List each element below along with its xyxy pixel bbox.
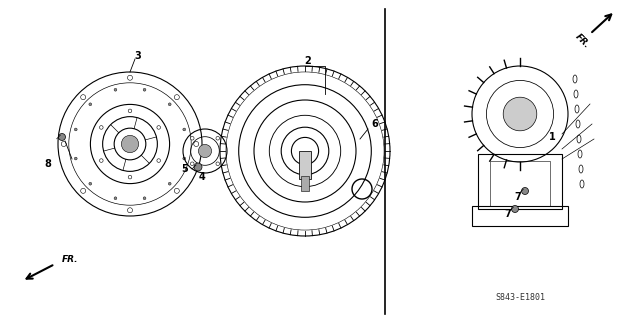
Text: 4: 4	[198, 172, 205, 182]
Circle shape	[74, 157, 77, 160]
Circle shape	[74, 128, 77, 131]
Circle shape	[122, 135, 139, 152]
Circle shape	[99, 126, 103, 129]
Circle shape	[183, 128, 186, 131]
Circle shape	[128, 109, 132, 113]
Circle shape	[143, 88, 146, 91]
Circle shape	[198, 145, 212, 158]
Circle shape	[61, 142, 67, 146]
Circle shape	[81, 95, 86, 100]
Text: 2: 2	[305, 56, 312, 66]
Text: S843-E1801: S843-E1801	[495, 293, 545, 301]
Circle shape	[127, 208, 132, 213]
Circle shape	[99, 159, 103, 162]
Text: 5: 5	[182, 164, 188, 174]
Circle shape	[143, 197, 146, 200]
Circle shape	[216, 162, 220, 166]
Circle shape	[183, 157, 186, 160]
Circle shape	[194, 163, 202, 171]
Circle shape	[191, 162, 194, 166]
Text: 1: 1	[548, 132, 556, 142]
Circle shape	[89, 103, 92, 106]
Circle shape	[114, 197, 117, 200]
Circle shape	[194, 142, 199, 146]
Circle shape	[127, 75, 132, 80]
Circle shape	[128, 175, 132, 179]
Circle shape	[114, 88, 117, 91]
Text: 7: 7	[504, 209, 511, 219]
Circle shape	[157, 159, 161, 162]
Circle shape	[157, 126, 161, 129]
Circle shape	[216, 137, 220, 140]
Circle shape	[168, 182, 171, 185]
Text: 3: 3	[134, 51, 141, 61]
Bar	[472, 206, 568, 226]
Text: 6: 6	[372, 119, 378, 129]
Bar	[490, 161, 550, 206]
Text: 8: 8	[45, 159, 51, 169]
Circle shape	[191, 137, 194, 140]
Circle shape	[522, 188, 529, 195]
Bar	[301, 176, 309, 191]
Bar	[299, 151, 311, 179]
Text: FR.: FR.	[62, 255, 79, 263]
Circle shape	[174, 95, 179, 100]
Circle shape	[168, 103, 171, 106]
Circle shape	[174, 188, 179, 193]
Circle shape	[511, 205, 518, 212]
Circle shape	[81, 188, 86, 193]
Circle shape	[58, 133, 65, 140]
Text: FR.: FR.	[573, 32, 591, 50]
Circle shape	[503, 97, 537, 131]
Circle shape	[89, 182, 92, 185]
Bar	[478, 154, 562, 209]
Text: 7: 7	[515, 192, 522, 202]
